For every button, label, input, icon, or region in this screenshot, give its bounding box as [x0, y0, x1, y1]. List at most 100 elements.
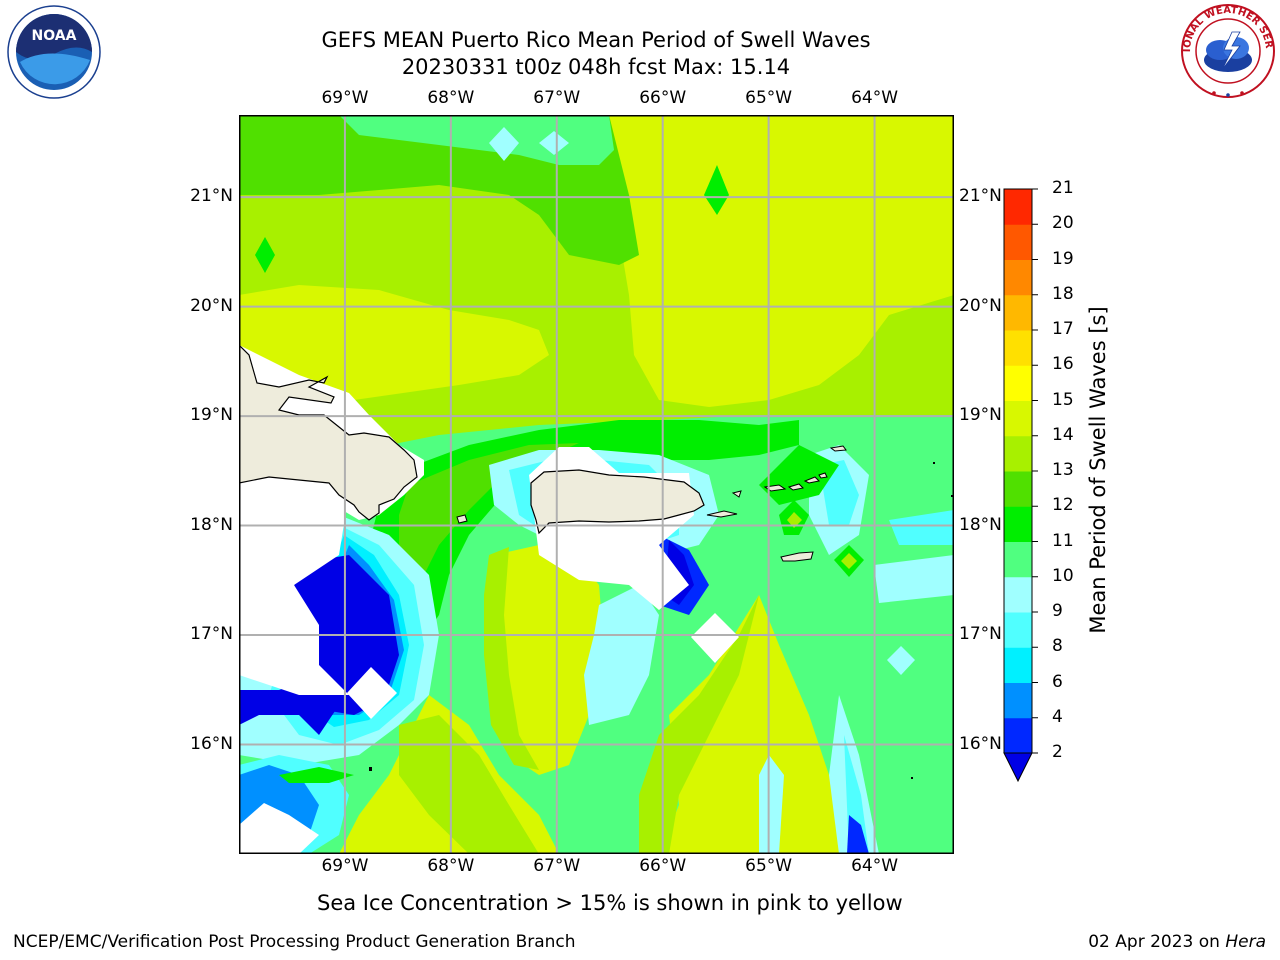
- colorbar-tick-9: 14: [1052, 424, 1074, 445]
- footer-credit: NCEP/EMC/Verification Post Processing Pr…: [13, 932, 576, 952]
- map-subtitle: 20230331 t00z 048h fcst Max: 15.14: [401, 55, 791, 79]
- land-st-croix: [780, 551, 814, 562]
- land-islet-east: [933, 462, 935, 464]
- white-mask-sw-coast: [239, 480, 349, 695]
- lat-tick-left-0: 21°N: [190, 186, 233, 207]
- colorbar-segment-10: [1004, 365, 1032, 401]
- swell-period-map: [239, 115, 954, 854]
- contour-12-sw: [399, 715, 539, 854]
- contour-13-14-west: [239, 285, 549, 405]
- lon-tick-bottom-1: 68°W: [427, 856, 475, 876]
- map-title: GEFS MEAN Puerto Rico Mean Period of Swe…: [321, 28, 871, 52]
- colorbar-tick-2: 6: [1052, 671, 1063, 692]
- colorbar-segment-15: [1004, 189, 1032, 225]
- contour-lt4-se: [847, 815, 869, 854]
- footer-machine: Hera: [1225, 932, 1266, 952]
- footer-date: 02 Apr 2023 on Hera: [1088, 932, 1266, 952]
- lat-tick-right-1: 20°N: [959, 295, 1002, 316]
- lat-tick-right-5: 16°N: [959, 733, 1002, 754]
- land-vieques: [706, 510, 738, 518]
- colorbar-tick-10: 15: [1052, 389, 1074, 410]
- white-mask-island-b: [691, 613, 739, 663]
- contour-9-north-b: [539, 131, 569, 155]
- land-hispaniola: [239, 344, 418, 521]
- lat-tick-right-4: 17°N: [959, 624, 1002, 645]
- colorbar-segment-13: [1004, 259, 1032, 296]
- colorbar-segment-14: [1004, 224, 1032, 260]
- contour-cyan-east-small: [887, 646, 915, 675]
- colorbar-under-triangle: [1003, 752, 1033, 783]
- lat-tick-right-3: 18°N: [959, 514, 1002, 535]
- lon-tick-top-3: 66°W: [639, 88, 687, 108]
- colorbar-segment-12: [1004, 294, 1032, 331]
- white-mask-sw-corner: [239, 803, 319, 854]
- colorbar-tick-14: 19: [1052, 248, 1074, 269]
- nws-logo: NATIONAL WEATHER SERVICE: [1174, 0, 1278, 100]
- lat-tick-left-4: 17°N: [190, 624, 233, 645]
- lon-tick-top-0: 69°W: [321, 88, 369, 108]
- lat-tick-right-2: 19°N: [959, 405, 1002, 426]
- lon-tick-top-5: 64°W: [851, 88, 899, 108]
- lon-tick-top-4: 65°W: [745, 88, 793, 108]
- lon-tick-top-2: 67°W: [533, 88, 581, 108]
- colorbar-tick-13: 18: [1052, 283, 1074, 304]
- colorbar-label: Mean Period of Swell Waves [s]: [1086, 306, 1110, 634]
- lon-tick-bottom-0: 69°W: [321, 856, 369, 876]
- colorbar-tick-1: 4: [1052, 706, 1063, 727]
- land-anegada: [829, 445, 847, 452]
- sea-ice-note: Sea Ice Concentration > 15% is shown in …: [317, 891, 903, 915]
- colorbar-tick-16: 21: [1052, 178, 1074, 198]
- land-islet-sw: [369, 767, 372, 771]
- noaa-logo: NOAA: [6, 4, 102, 100]
- lon-tick-bottom-4: 65°W: [745, 856, 793, 876]
- land-virgin-gorda: [818, 472, 828, 479]
- colorbar-segment-6: [1004, 506, 1032, 542]
- contour-9-south-b: [584, 585, 659, 725]
- colorbar-segment-1: [1004, 682, 1032, 719]
- colorbar-tick-8: 13: [1052, 460, 1074, 480]
- lon-tick-bottom-5: 64°W: [851, 856, 899, 876]
- colorbar-tick-3: 8: [1052, 636, 1063, 657]
- footer-date-text: 02 Apr 2023 on: [1088, 932, 1226, 952]
- colorbar-tick-11: 16: [1052, 354, 1074, 375]
- colorbar-segment-11: [1004, 330, 1032, 366]
- contour-cyan-e-islands: [889, 510, 954, 545]
- contour-11-north-islet: [255, 237, 275, 273]
- land-mona: [456, 514, 468, 524]
- lat-tick-left-2: 19°N: [190, 405, 233, 426]
- colorbar-segment-8: [1004, 435, 1032, 472]
- contour-10-11-north: [339, 115, 614, 165]
- land-st-john: [787, 483, 805, 491]
- colorbar-tick-0: 2: [1052, 742, 1063, 762]
- land-tortola: [803, 476, 821, 484]
- colorbar-tick-15: 20: [1052, 213, 1074, 234]
- colorbar-tick-4: 9: [1052, 601, 1063, 621]
- noaa-logo-text: NOAA: [32, 28, 77, 44]
- contour-9-south-d: [759, 755, 784, 854]
- lat-tick-left-1: 20°N: [190, 295, 233, 316]
- contour-12-central: [399, 443, 579, 585]
- land-puerto-rico: [530, 469, 705, 535]
- contour-12-south-c: [639, 595, 759, 854]
- lat-tick-right-0: 21°N: [959, 186, 1002, 207]
- contour-12-south-a: [484, 547, 539, 770]
- lon-tick-bottom-3: 66°W: [639, 856, 687, 876]
- colorbar-segment-0: [1004, 717, 1032, 754]
- gridlines: [239, 115, 954, 854]
- colorbar-segment-3: [1004, 612, 1032, 648]
- colorbar-segment-5: [1004, 541, 1032, 578]
- contour-11-north-spot: [704, 165, 729, 215]
- map-frame: [239, 115, 954, 854]
- lat-tick-left-5: 16°N: [190, 733, 233, 754]
- white-mask-island-a: [347, 667, 397, 719]
- contour-12-vi: [787, 512, 802, 528]
- colorbar-segment-9: [1004, 400, 1032, 437]
- land-culebra: [731, 490, 742, 498]
- contour-yellow-south-a: [489, 545, 604, 775]
- colorbar-segment-2: [1004, 647, 1032, 683]
- colorbar: [1003, 188, 1038, 783]
- land-islet-se: [911, 777, 913, 779]
- colorbar-tick-12: 17: [1052, 319, 1074, 339]
- lon-tick-bottom-2: 67°W: [533, 856, 581, 876]
- colorbar-segment-7: [1004, 471, 1032, 507]
